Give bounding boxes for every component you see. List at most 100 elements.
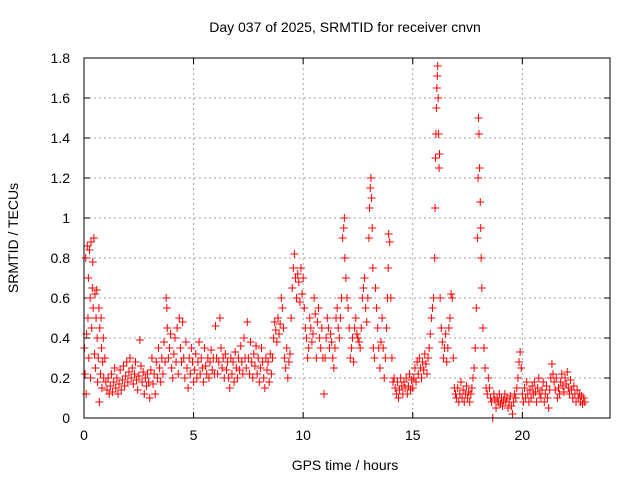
data-point-plus bbox=[305, 314, 314, 322]
data-point-plus bbox=[231, 348, 240, 356]
data-point-plus bbox=[215, 314, 224, 322]
data-point-plus bbox=[97, 314, 106, 322]
data-point-plus bbox=[180, 374, 189, 382]
data-point-plus bbox=[162, 304, 171, 312]
data-point-plus bbox=[303, 354, 312, 362]
data-point-plus bbox=[133, 386, 142, 394]
data-point-plus bbox=[98, 358, 107, 366]
data-point-plus bbox=[177, 358, 186, 366]
data-point-plus bbox=[146, 366, 155, 374]
data-point-plus bbox=[371, 284, 380, 292]
data-point-plus bbox=[294, 278, 303, 286]
data-point-plus bbox=[275, 330, 284, 338]
data-point-plus bbox=[542, 382, 551, 390]
data-point-plus bbox=[120, 382, 129, 390]
data-point-plus bbox=[473, 234, 482, 242]
data-point-plus bbox=[135, 336, 144, 344]
data-point-plus bbox=[284, 358, 293, 366]
data-point-plus bbox=[246, 338, 255, 346]
data-point-plus bbox=[282, 344, 291, 352]
data-point-plus bbox=[408, 384, 417, 392]
data-point-plus bbox=[556, 378, 565, 386]
data-point-plus bbox=[564, 384, 573, 392]
data-point-plus bbox=[472, 304, 481, 312]
data-point-plus bbox=[190, 366, 199, 374]
data-point-plus bbox=[511, 394, 520, 402]
data-point-plus bbox=[309, 330, 318, 338]
data-point-plus bbox=[232, 364, 241, 372]
data-point-plus bbox=[169, 350, 178, 358]
data-point-plus bbox=[361, 304, 370, 312]
data-point-plus bbox=[436, 294, 445, 302]
data-point-plus bbox=[366, 184, 375, 192]
data-point-plus bbox=[250, 362, 259, 370]
data-point-plus bbox=[355, 338, 364, 346]
data-point-plus bbox=[260, 384, 269, 392]
data-point-plus bbox=[200, 344, 209, 352]
data-point-plus bbox=[235, 366, 244, 374]
data-point-plus bbox=[425, 344, 434, 352]
data-point-plus bbox=[465, 398, 474, 406]
data-point-plus bbox=[435, 164, 444, 172]
data-point-plus bbox=[265, 378, 274, 386]
data-point-plus bbox=[199, 378, 208, 386]
data-point-plus bbox=[280, 354, 289, 362]
data-point-plus bbox=[326, 330, 335, 338]
data-point-plus bbox=[273, 314, 282, 322]
data-point-plus bbox=[153, 374, 162, 382]
data-point-plus bbox=[313, 318, 322, 326]
data-point-plus bbox=[227, 370, 236, 378]
data-point-plus bbox=[534, 374, 543, 382]
data-point-plus bbox=[187, 344, 196, 352]
data-point-plus bbox=[558, 382, 567, 390]
data-point-plus bbox=[322, 334, 331, 342]
data-point-plus bbox=[290, 250, 299, 258]
data-point-plus bbox=[155, 364, 164, 372]
data-point-plus bbox=[276, 320, 285, 328]
data-point-plus bbox=[219, 354, 228, 362]
data-point-plus bbox=[85, 246, 94, 254]
data-point-plus bbox=[316, 344, 325, 352]
data-point-plus bbox=[415, 354, 424, 362]
data-point-plus bbox=[156, 378, 165, 386]
data-point-plus bbox=[94, 304, 103, 312]
data-point-plus bbox=[96, 370, 105, 378]
data-point-plus bbox=[163, 324, 172, 332]
data-point-plus bbox=[181, 338, 190, 346]
data-point-plus bbox=[95, 398, 104, 406]
data-point-plus bbox=[333, 304, 342, 312]
data-point-plus bbox=[368, 264, 377, 272]
data-point-plus bbox=[198, 364, 207, 372]
data-point-plus bbox=[87, 324, 96, 332]
y-tick-label: 0.6 bbox=[51, 290, 71, 306]
data-point-plus bbox=[370, 354, 379, 362]
data-point-plus bbox=[243, 318, 252, 326]
data-point-plus bbox=[530, 378, 539, 386]
data-point-plus bbox=[206, 358, 215, 366]
data-point-plus bbox=[412, 378, 421, 386]
data-point-plus bbox=[208, 366, 217, 374]
data-point-plus bbox=[474, 174, 483, 182]
data-point-plus bbox=[178, 318, 187, 326]
data-point-plus bbox=[131, 358, 140, 366]
data-point-plus bbox=[387, 354, 396, 362]
data-point-plus bbox=[435, 150, 444, 158]
data-point-plus bbox=[257, 344, 266, 352]
data-point-plus bbox=[119, 362, 128, 370]
data-point-plus bbox=[432, 84, 441, 92]
data-point-plus bbox=[270, 318, 279, 326]
x-tick-label: 5 bbox=[190, 427, 198, 443]
data-point-plus bbox=[288, 284, 297, 292]
data-point-plus bbox=[324, 324, 333, 332]
data-point-plus bbox=[299, 274, 308, 282]
x-tick-label: 0 bbox=[80, 427, 88, 443]
data-point-plus bbox=[292, 294, 301, 302]
data-point-plus bbox=[513, 374, 522, 382]
data-point-plus bbox=[416, 364, 425, 372]
data-point-plus bbox=[466, 390, 475, 398]
data-point-plus bbox=[323, 314, 332, 322]
data-point-plus bbox=[248, 374, 257, 382]
data-point-plus bbox=[391, 384, 400, 392]
data-point-plus bbox=[106, 382, 115, 390]
data-point-plus bbox=[287, 314, 296, 322]
